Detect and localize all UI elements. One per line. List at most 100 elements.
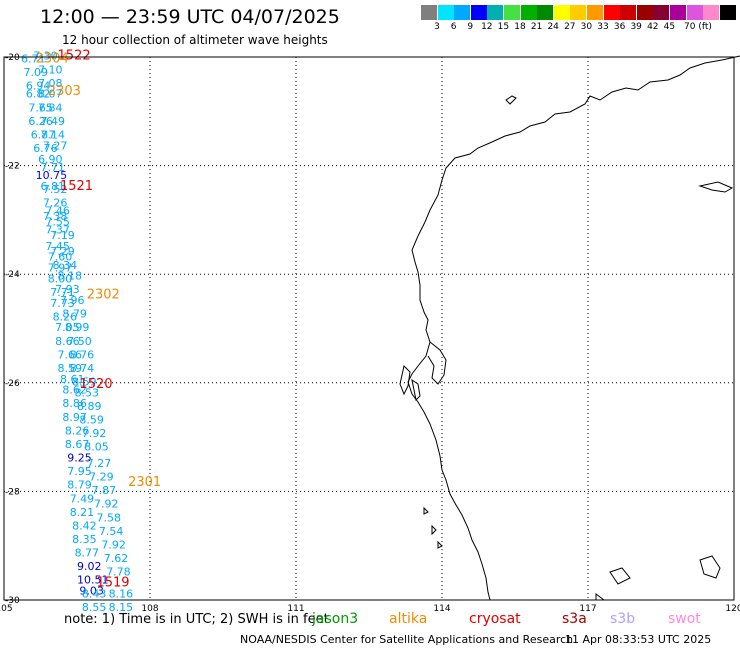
wave-height-value: 6.76 xyxy=(33,142,58,155)
wave-height-value: 7.54 xyxy=(99,525,124,538)
wave-height-value: 7.29 xyxy=(50,245,75,258)
colorbar-tick-label: 36 xyxy=(613,22,626,32)
island-small-3 xyxy=(437,540,443,549)
wave-height-value: 8.18 xyxy=(58,270,83,283)
wave-height-value: 6.26 xyxy=(28,115,53,128)
wave-height-value: 7.05 xyxy=(55,321,80,334)
colorbar-cell xyxy=(504,5,521,20)
wave-height-value: 7.66 xyxy=(58,348,83,361)
wave-height-value: 7.50 xyxy=(67,335,92,348)
wave-height-value: 7.95 xyxy=(67,465,92,478)
colorbar-cell xyxy=(553,5,571,20)
track-label: 2301 xyxy=(128,475,161,490)
lat-tick-label: -24 xyxy=(5,270,20,280)
wave-height-value: 7.92 xyxy=(94,498,119,511)
colorbar-cell xyxy=(636,5,654,20)
lon-tick-label: 108 xyxy=(141,604,158,614)
wave-height-value: 7.30 xyxy=(33,50,58,63)
wave-height-value: 7.92 xyxy=(101,538,126,551)
wave-height-value: 6.81 xyxy=(41,180,66,193)
colorbar-tick-label: 30 xyxy=(580,22,593,32)
wave-height-value: 10.51 xyxy=(77,574,109,587)
satellite-legend-item: swot xyxy=(668,611,701,627)
wave-height-value: 9.03 xyxy=(79,585,104,598)
colorbar-tick-label: 45 xyxy=(663,22,676,32)
map-frame xyxy=(3,56,735,601)
wave-height-value: 7.92 xyxy=(82,427,107,440)
wave-height-value: 6.87 xyxy=(31,128,56,141)
lon-tick-label: 120 xyxy=(725,604,740,614)
satellite-legend-item: s3b xyxy=(610,611,636,627)
colorbar-tick-label: 39 xyxy=(630,22,642,32)
credit-line: NOAA/NESDIS Center for Satellite Applica… xyxy=(240,633,574,646)
lat-tick-label: -26 xyxy=(5,379,20,389)
wave-height-value: 7.58 xyxy=(96,511,121,524)
colorbar-cell xyxy=(437,5,455,20)
wave-height-value: 7.29 xyxy=(89,471,114,484)
wave-height-value: 8.26 xyxy=(53,310,78,323)
track-labels: 1522 2303 2304 1521 2302 1520 2301 1519 xyxy=(36,49,162,591)
colorbar-tick-label: 21 xyxy=(530,22,543,32)
colorbar-tick-label: 9 xyxy=(467,22,474,32)
chart-title: 12:00 — 23:59 UTC 04/07/2025 xyxy=(40,6,340,28)
wave-height-value: 7.27 xyxy=(43,139,68,152)
lat-tick-label: -22 xyxy=(5,162,20,172)
wave-height-value: 8.66 xyxy=(55,335,80,348)
wave-height-value: 7.49 xyxy=(41,115,66,128)
wave-height-value: 8.59 xyxy=(58,362,83,375)
colorbar-cell xyxy=(421,5,438,20)
wave-height-value: 6.82 xyxy=(26,88,51,101)
wave-height-value: 7.08 xyxy=(38,77,63,90)
wave-height-value: 7.19 xyxy=(50,229,75,242)
axis-tick-labels: 105 108 111 114 117 120 -20 -22 -24 -26 -28 -30 xyxy=(0,53,740,614)
colorbar-cell xyxy=(570,5,588,20)
wave-height-value: 8.59 xyxy=(72,376,97,389)
colorbar-cell xyxy=(686,5,704,20)
wave-height-value: 7.38 xyxy=(43,210,68,223)
wave-height-value: 10.75 xyxy=(36,169,67,182)
lon-tick-label: 105 xyxy=(0,604,13,614)
wave-height-value: 7.09 xyxy=(23,66,48,79)
lon-tick-label: 114 xyxy=(433,604,450,614)
lat-tick-label: -20 xyxy=(5,53,20,63)
track-label: 2304 xyxy=(36,51,69,66)
wave-height-value: 8.86 xyxy=(62,397,87,410)
wave-height-value: 8.07 xyxy=(38,88,63,101)
lat-tick-label: -28 xyxy=(5,487,20,497)
wave-height-value: 7.96 xyxy=(60,294,85,307)
track-label: 1520 xyxy=(79,377,112,392)
wave-height-value: 7.97 xyxy=(48,261,73,274)
colorbar-cell xyxy=(620,5,638,20)
wave-height-value: 8.76 xyxy=(70,348,95,361)
colorbar-cell xyxy=(703,5,721,20)
wave-height-value: 8.15 xyxy=(109,601,134,614)
wave-height-value: 8.53 xyxy=(75,386,100,399)
colorbar-cell xyxy=(603,5,621,20)
satellite-legend-item: altika xyxy=(389,611,428,627)
lon-tick-label: 117 xyxy=(579,604,596,614)
wave-height-value: 8.99 xyxy=(65,321,90,334)
wave-height-value: 6.71 xyxy=(21,52,46,65)
wave-height-value: 7.45 xyxy=(45,240,70,253)
wave-height-value: 7.26 xyxy=(43,196,68,209)
inland-lakes xyxy=(595,555,721,601)
colorbar-tick-label: 42 xyxy=(647,22,659,32)
wave-height-value: 8.79 xyxy=(62,308,87,321)
wave-height-value: 7.10 xyxy=(38,63,63,76)
satellite-legend-item: jason3 xyxy=(312,611,359,627)
wave-height-value: 8.05 xyxy=(84,441,109,454)
colorbar-tick-label: 70 (ft) xyxy=(684,22,712,32)
wave-height-value: 8.00 xyxy=(48,272,73,285)
colorbar-tick-label: 3 xyxy=(434,22,440,32)
wave-height-value: 8.42 xyxy=(72,519,97,532)
colorbar-cell xyxy=(487,5,505,20)
track-label: 2302 xyxy=(87,288,120,303)
wave-height-value: 7.78 xyxy=(106,566,131,579)
wave-height-value: 8.16 xyxy=(109,587,134,600)
wave-height-value: 8.34 xyxy=(53,259,78,272)
island-small-1 xyxy=(423,506,429,515)
wave-height-value: 7.62 xyxy=(104,552,128,565)
island-east xyxy=(698,181,734,193)
colorbar-cell xyxy=(653,5,671,20)
